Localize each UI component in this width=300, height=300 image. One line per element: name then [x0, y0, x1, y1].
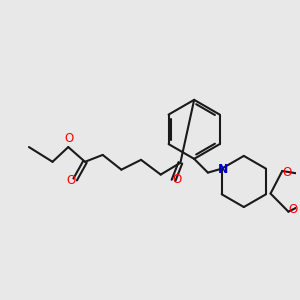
- Text: O: O: [289, 203, 298, 216]
- Text: O: O: [283, 167, 292, 179]
- Text: N: N: [218, 163, 228, 176]
- Text: O: O: [173, 173, 182, 186]
- Text: O: O: [64, 132, 74, 145]
- Text: O: O: [67, 174, 76, 187]
